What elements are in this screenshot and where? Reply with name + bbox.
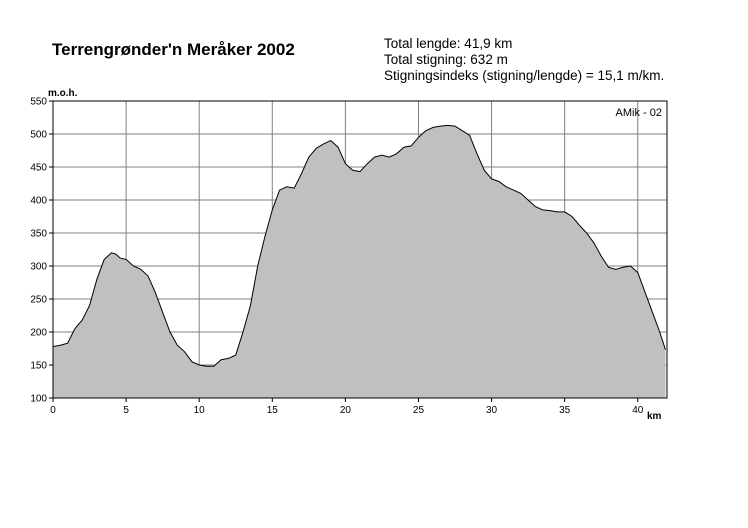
y-tick-label: 250: [30, 295, 47, 306]
y-tick-label: 200: [30, 328, 47, 339]
x-axis-label: km: [647, 411, 662, 422]
stat-total-length: Total lengde: 41,9 km: [384, 36, 513, 51]
x-tick-label: 25: [413, 405, 425, 416]
axis-ticks: 100 150 200 250 300 350 400 450 500 550 0 5 10 15 20 25…: [30, 97, 643, 417]
x-tick-label: 30: [486, 405, 498, 416]
x-tick-label: 40: [632, 405, 644, 416]
x-tick-label: 5: [123, 405, 129, 416]
y-axis-label: m.o.h.: [48, 88, 78, 99]
elevation-area: [52, 124, 666, 399]
stat-climb-index: Stigningsindeks (stigning/lengde) = 15,1…: [384, 68, 665, 83]
y-tick-label: 350: [30, 229, 47, 240]
elevation-fill: [53, 125, 666, 399]
plot-frame: [52, 100, 668, 399]
elevation-line: [52, 124, 666, 367]
y-tick-label: 400: [30, 196, 47, 207]
watermark-label: AMik - 02: [616, 107, 662, 119]
y-tick-label: 450: [30, 163, 47, 174]
x-tick-label: 20: [340, 405, 352, 416]
stat-total-climb: Total stigning: 632 m: [384, 52, 508, 67]
x-tick-label: 15: [267, 405, 279, 416]
y-tick-label: 100: [30, 394, 47, 405]
x-tick-label: 10: [194, 405, 206, 416]
y-tick-label: 150: [30, 361, 47, 372]
x-tick-label: 0: [50, 405, 56, 416]
y-tick-label: 550: [30, 97, 47, 108]
x-tick-label: 35: [559, 405, 571, 416]
route-stats: Total lengde: 41,9 km Total stigning: 63…: [384, 36, 664, 84]
y-tick-label: 300: [30, 262, 47, 273]
y-tick-label: 500: [30, 130, 47, 141]
chart-title: Terrengrønder'n Meråker 2002: [52, 40, 295, 59]
